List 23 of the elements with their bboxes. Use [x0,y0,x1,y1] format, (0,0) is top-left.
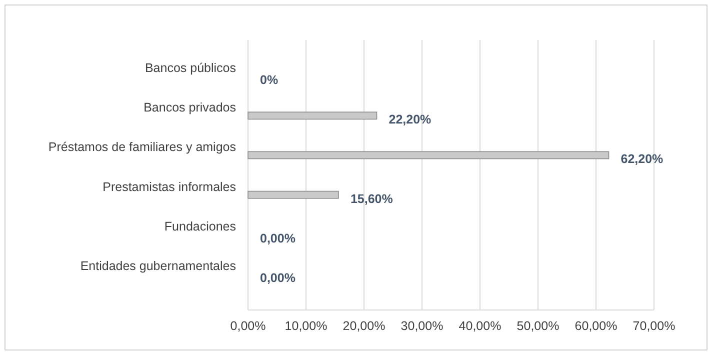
bar [248,190,339,199]
bar [248,151,610,160]
x-tick-label: 10,00% [284,319,328,333]
data-label: 0% [260,73,278,88]
x-tick-label: 50,00% [516,319,560,333]
data-label: 0,00% [260,270,296,285]
data-label: 62,20% [620,152,664,166]
y-tick-label: Entidades gubernamentales [80,258,236,273]
x-tick-label: 40,00% [458,319,502,333]
data-label: 0,00% [260,231,296,246]
y-tick-label: Bancos privados [144,100,236,115]
x-tick-label: 60,00% [574,319,618,333]
y-tick-label: Fundaciones [164,219,236,234]
y-tick-label: Prestamistas informales [102,180,236,194]
x-tick-label: 30,00% [400,319,444,333]
x-tick-label: 20,00% [342,319,386,333]
bar [248,112,378,120]
x-tick-label: 70,00% [632,319,676,333]
x-tick-label: 0,00% [230,319,266,333]
y-tick-label: Bancos públicos [144,61,236,76]
y-tick-label: Préstamos de familiares y amigos [48,140,236,154]
data-label: 22,20% [388,112,432,127]
data-label: 15,60% [350,192,393,206]
